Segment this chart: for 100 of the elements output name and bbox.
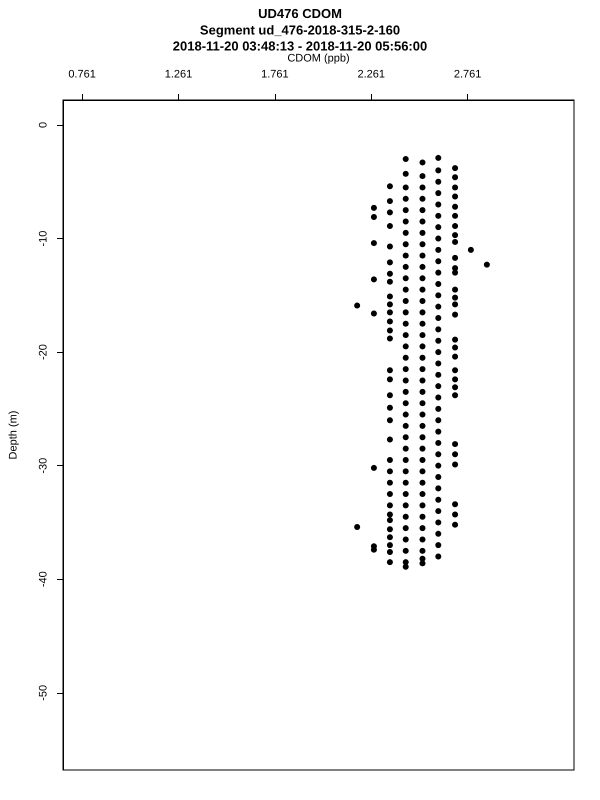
point — [452, 522, 458, 528]
point — [354, 302, 360, 309]
point — [452, 312, 458, 318]
point — [435, 496, 442, 503]
point — [386, 335, 393, 342]
point — [435, 246, 442, 253]
point — [420, 320, 426, 327]
point — [402, 491, 409, 498]
point — [386, 436, 393, 443]
point — [435, 440, 442, 446]
point — [435, 485, 442, 492]
point — [420, 241, 426, 248]
point — [420, 434, 426, 440]
point — [420, 422, 426, 429]
y-tick-label: -50 — [38, 684, 50, 701]
point — [402, 468, 409, 474]
point — [420, 502, 426, 508]
point — [402, 275, 409, 282]
point — [386, 548, 393, 555]
point — [386, 243, 393, 250]
point — [420, 366, 426, 372]
point — [420, 252, 426, 259]
point — [452, 344, 458, 351]
point — [452, 184, 458, 190]
point — [435, 154, 442, 161]
point — [452, 354, 458, 360]
point — [452, 376, 458, 382]
point — [402, 434, 409, 440]
point — [452, 194, 458, 200]
point — [452, 384, 458, 390]
point — [420, 377, 426, 384]
point — [386, 309, 393, 316]
point — [435, 451, 442, 458]
y-axis-title: Depth (m) — [8, 410, 20, 460]
point — [435, 417, 442, 424]
point — [386, 517, 393, 524]
point — [435, 394, 442, 401]
point — [435, 304, 442, 310]
point — [386, 209, 393, 216]
point — [386, 534, 393, 540]
point — [452, 451, 458, 458]
point — [402, 456, 409, 463]
point — [402, 298, 409, 304]
point — [435, 474, 442, 480]
point — [386, 376, 393, 382]
point — [435, 383, 442, 390]
point — [435, 554, 442, 560]
point — [435, 292, 442, 298]
point — [435, 349, 442, 356]
point — [370, 204, 377, 211]
chart-subtitle: Segment ud_476-2018-315-2-160 2018-11-20 03:48:13 - 2018-11-20 05:56:00 — [172, 22, 428, 54]
y-tick-label: -40 — [38, 571, 50, 588]
point — [386, 183, 393, 190]
x-tick-label: 1.261 — [164, 68, 192, 80]
point — [402, 412, 409, 418]
x-axis-title: CDOM (ppb) — [287, 52, 350, 65]
point — [386, 293, 393, 300]
point — [452, 367, 458, 374]
y-tick-label: -30 — [38, 458, 50, 474]
point — [435, 428, 442, 435]
point — [420, 275, 426, 282]
point — [402, 218, 409, 225]
point — [402, 377, 409, 384]
point — [402, 446, 409, 452]
point — [452, 254, 458, 261]
point — [435, 315, 442, 322]
point — [420, 388, 426, 395]
point — [386, 468, 393, 474]
point — [402, 525, 409, 532]
point — [402, 320, 409, 327]
point — [452, 336, 458, 343]
point — [452, 270, 458, 276]
point — [435, 270, 442, 276]
point — [435, 178, 442, 185]
point — [452, 294, 458, 301]
point — [452, 232, 458, 238]
point — [420, 525, 426, 532]
point — [435, 508, 442, 514]
point — [420, 309, 426, 316]
point — [402, 332, 409, 338]
point — [370, 240, 377, 246]
point — [452, 212, 458, 219]
point — [402, 422, 409, 429]
y-tick-label: 0 — [38, 122, 50, 128]
point — [452, 204, 458, 210]
point — [386, 542, 393, 548]
point — [435, 519, 442, 526]
point — [402, 480, 409, 486]
point — [402, 564, 409, 570]
point — [402, 230, 409, 236]
point — [402, 170, 409, 177]
point — [420, 468, 426, 474]
point — [402, 196, 409, 202]
point — [420, 207, 426, 214]
point — [402, 241, 409, 248]
point — [420, 230, 426, 236]
point — [420, 456, 426, 463]
point — [452, 392, 458, 398]
point — [452, 165, 458, 172]
point — [370, 214, 377, 220]
